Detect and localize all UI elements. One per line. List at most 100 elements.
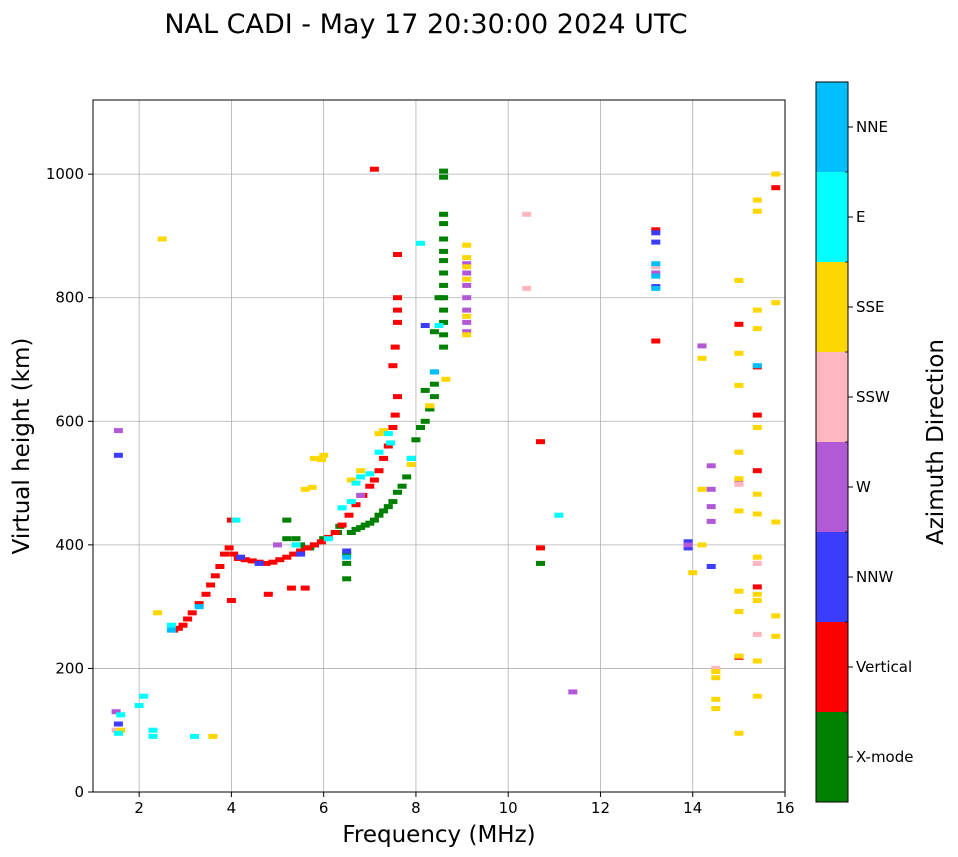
y-tick-label: 200 — [55, 659, 84, 677]
data-point — [402, 474, 412, 480]
colorbar-segment — [816, 442, 848, 532]
data-point — [342, 554, 352, 560]
data-point — [554, 512, 564, 518]
data-point — [300, 486, 310, 492]
data-point — [734, 476, 744, 482]
colorbar-segment — [816, 352, 848, 442]
x-tick-label: 10 — [499, 799, 518, 817]
data-point — [374, 512, 384, 518]
data-point — [462, 313, 472, 319]
data-point — [429, 394, 439, 400]
data-point — [522, 285, 532, 291]
data-point — [752, 658, 762, 664]
data-point — [282, 554, 292, 560]
data-point — [231, 517, 241, 523]
data-point — [226, 598, 236, 603]
data-point — [683, 542, 693, 548]
data-point — [651, 273, 661, 279]
data-point — [365, 483, 375, 489]
data-point — [369, 517, 379, 523]
data-point — [434, 295, 444, 301]
colorbar-tick-label: W — [856, 478, 871, 496]
data-point — [688, 570, 698, 576]
data-point — [254, 560, 264, 566]
colorbar-tick-label: X-mode — [856, 748, 913, 766]
data-point — [441, 376, 451, 382]
data-point — [393, 295, 402, 301]
data-point — [316, 539, 326, 545]
data-point — [291, 536, 301, 542]
data-point — [771, 300, 781, 306]
data-point — [319, 452, 329, 458]
data-point — [397, 483, 407, 489]
data-point — [536, 439, 545, 445]
x-tick-label: 2 — [134, 799, 144, 817]
data-point — [148, 727, 158, 733]
data-point — [113, 721, 123, 727]
data-point — [439, 258, 449, 264]
data-point — [429, 329, 439, 335]
data-point — [365, 520, 375, 526]
data-point — [752, 468, 762, 474]
x-tick-label: 12 — [591, 799, 610, 817]
data-point — [734, 382, 744, 388]
data-point — [752, 554, 762, 560]
data-point — [393, 394, 402, 400]
data-point — [383, 443, 393, 449]
data-point — [752, 197, 762, 203]
data-point — [462, 255, 472, 261]
data-point — [356, 474, 366, 480]
data-point — [282, 536, 292, 542]
data-point — [734, 653, 744, 659]
colorbar-segment — [816, 82, 848, 172]
y-tick-label: 1000 — [46, 165, 84, 183]
data-point — [346, 477, 356, 483]
colorbar-label: Azimuth Direction — [923, 339, 949, 545]
colorbar-segment — [816, 712, 848, 802]
data-point — [752, 326, 762, 332]
data-point — [111, 727, 121, 733]
data-point — [173, 625, 183, 631]
data-point — [309, 455, 319, 461]
data-point — [651, 270, 661, 276]
data-point — [752, 598, 762, 603]
data-point — [226, 517, 236, 523]
data-point — [166, 622, 176, 628]
data-point — [275, 557, 285, 563]
data-point — [439, 211, 449, 217]
data-point — [462, 295, 472, 301]
data-point — [369, 477, 379, 483]
data-point — [439, 344, 449, 350]
data-point — [651, 264, 661, 270]
data-point — [439, 270, 449, 276]
plot-area: 2 4 6 8 10 12 14 16 0 200 400 600 800 1000 — [46, 99, 795, 817]
x-axis-label: Frequency (MHz) — [342, 822, 535, 848]
y-tick-label: 800 — [55, 289, 84, 307]
data-point — [706, 564, 716, 569]
data-point — [346, 530, 356, 535]
data-point — [282, 517, 292, 523]
data-point — [752, 591, 762, 597]
data-point — [697, 486, 707, 492]
data-point — [157, 236, 167, 242]
data-point — [706, 504, 716, 510]
data-point — [651, 285, 661, 291]
data-point — [416, 240, 425, 246]
data-point — [300, 585, 310, 591]
data-point — [208, 733, 218, 739]
data-point — [289, 551, 299, 557]
colorbar-frame — [815, 81, 849, 803]
data-point — [462, 319, 472, 325]
data-point — [337, 522, 347, 528]
data-point — [206, 582, 216, 588]
data-point — [351, 502, 361, 508]
data-point — [752, 307, 762, 313]
colorbar-tick-label: NNE — [856, 118, 888, 136]
data-point — [116, 727, 126, 733]
data-point — [393, 307, 402, 313]
y-tick-label: 400 — [55, 536, 84, 554]
series-ssw — [111, 211, 762, 733]
data-point — [522, 211, 532, 217]
y-tick-label: 0 — [74, 783, 84, 801]
data-point — [752, 412, 762, 418]
